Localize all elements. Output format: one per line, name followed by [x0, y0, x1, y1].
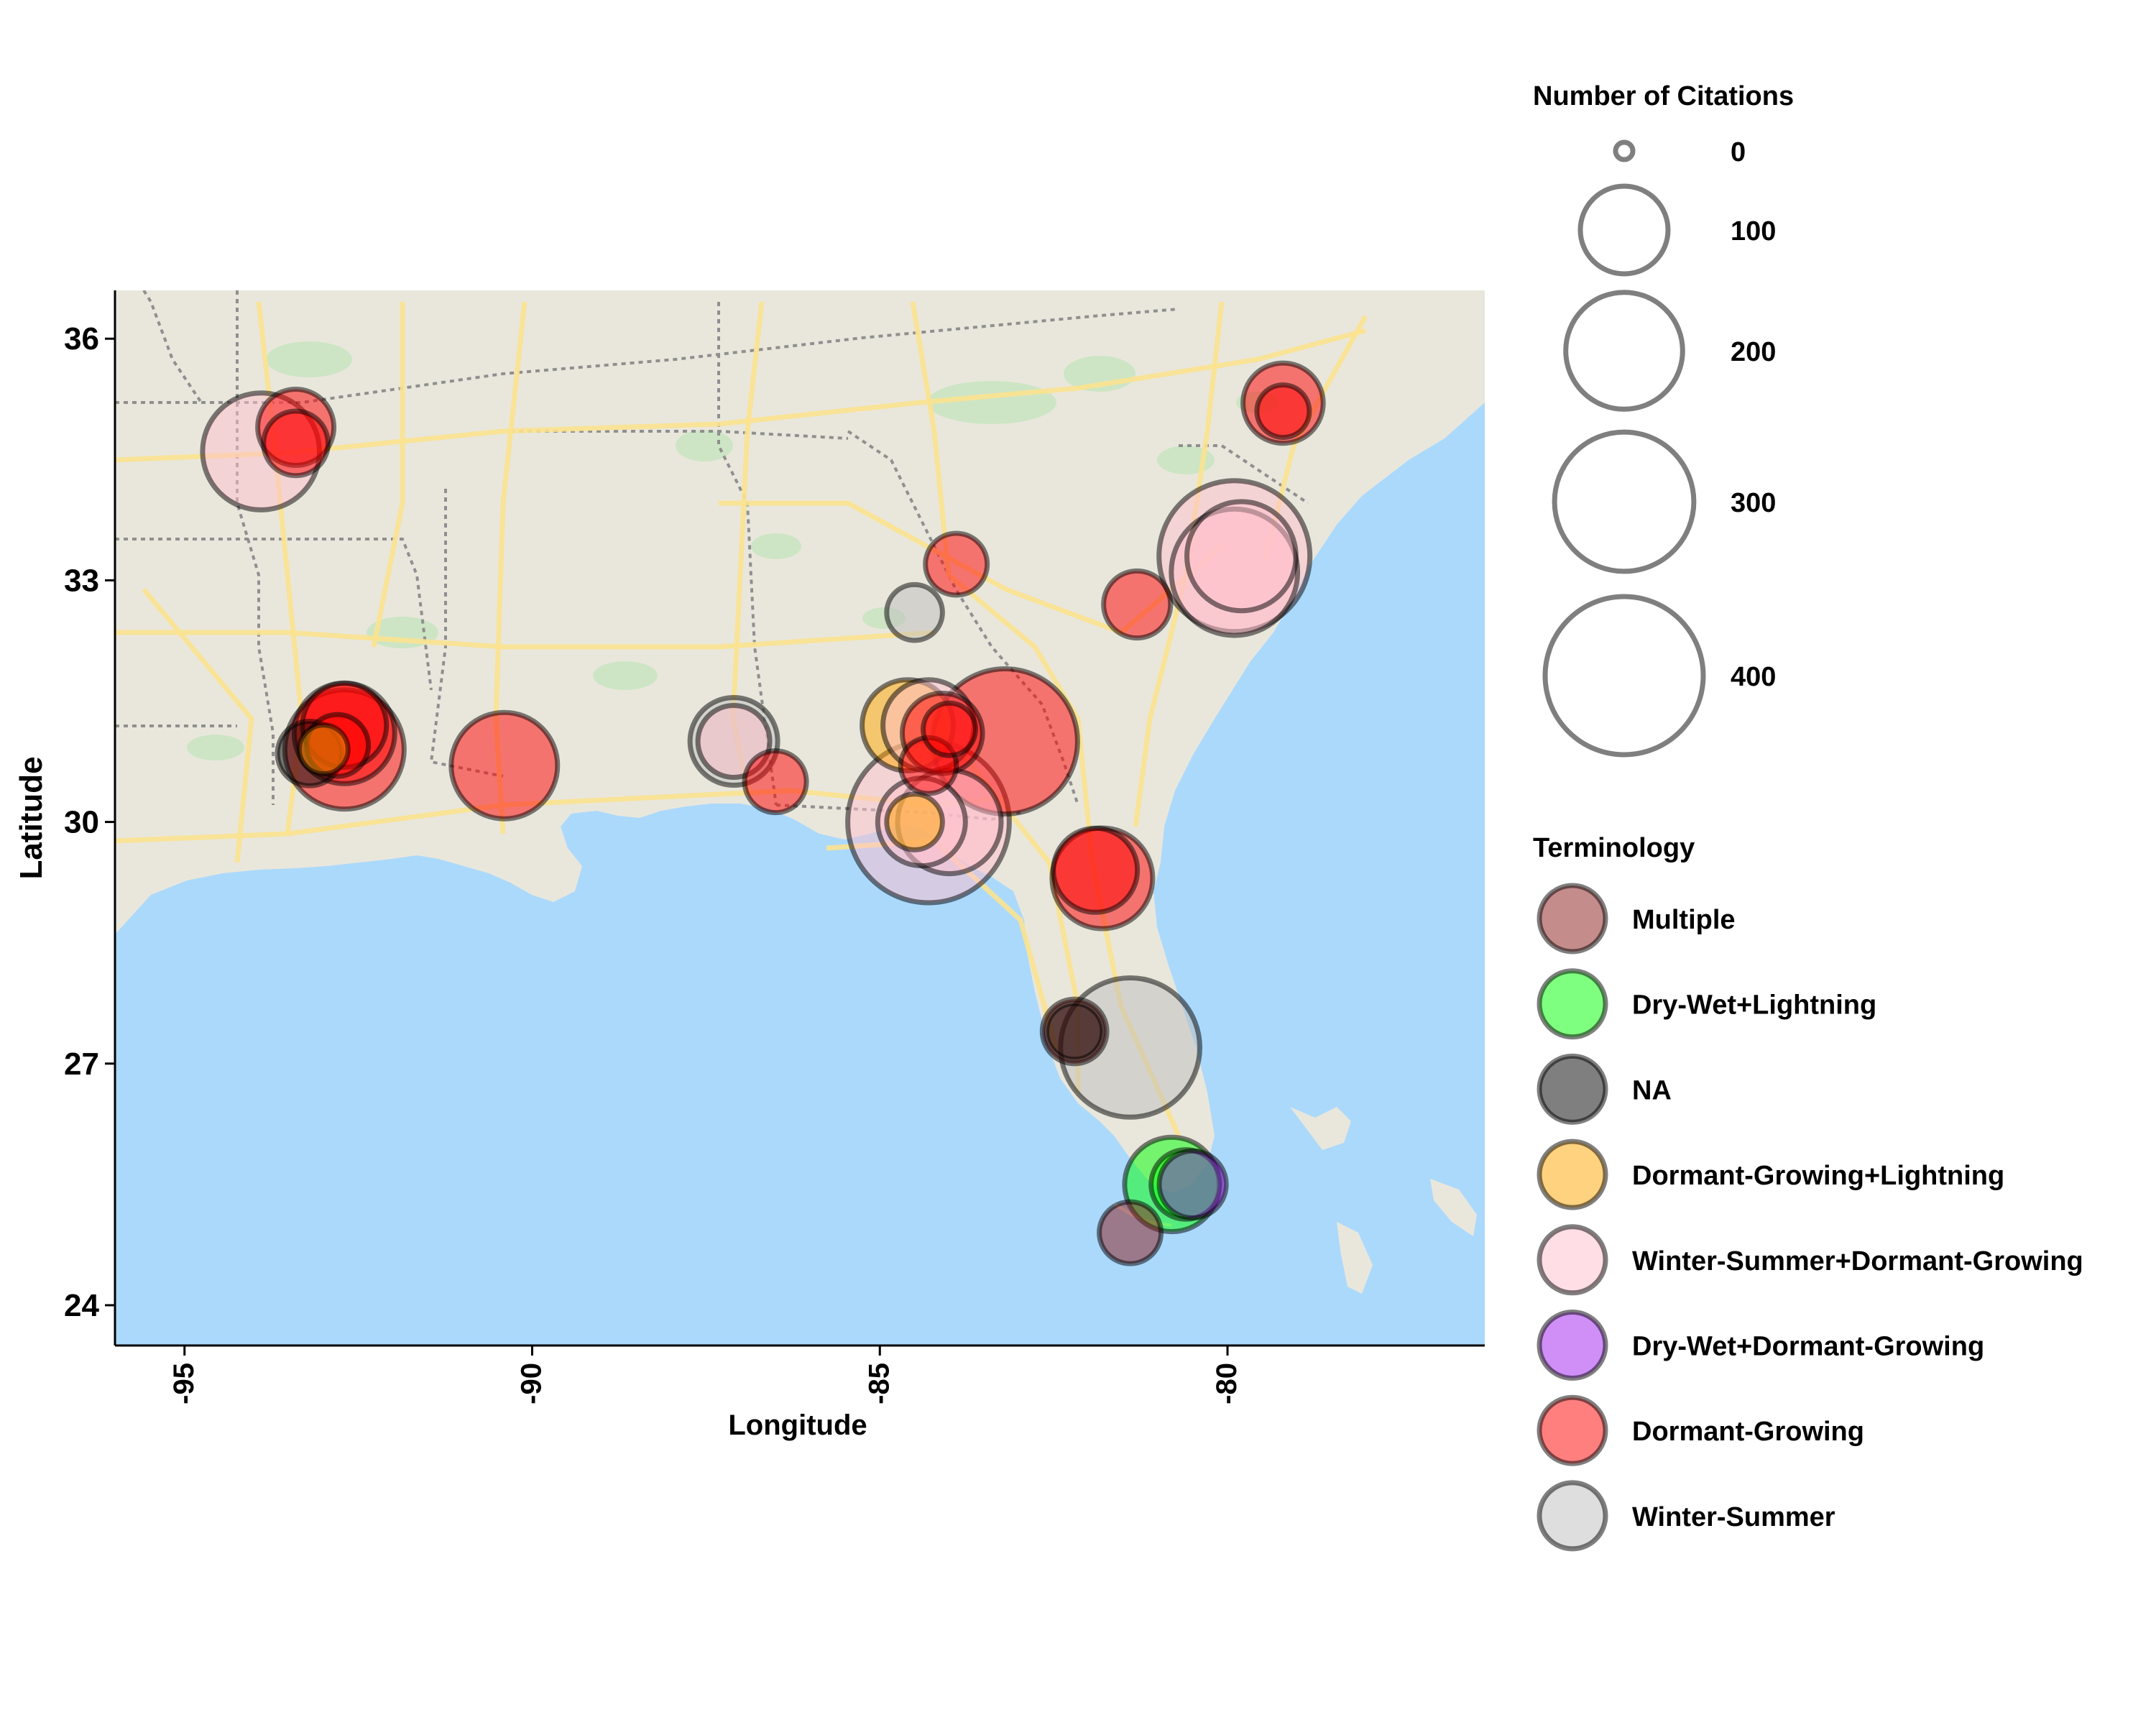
size-legend-label: 400	[1731, 662, 1776, 692]
state-border	[115, 538, 433, 691]
map-panel[interactable]	[115, 290, 1485, 1346]
citation-bubble[interactable]	[1097, 1199, 1164, 1266]
legend: Number of Citations 0 100 200 300 400 Termin…	[1533, 81, 2083, 1552]
color-legend-label: Dormant-Growing	[1632, 1417, 1864, 1447]
bahamas-island	[1337, 1222, 1373, 1294]
color-legend-swatch	[1537, 968, 1608, 1040]
citation-bubble[interactable]	[921, 700, 978, 758]
size-legend-label: 0	[1731, 137, 1746, 167]
highway	[115, 630, 935, 650]
citation-bubble[interactable]	[1184, 499, 1299, 614]
citation-bubble[interactable]	[296, 722, 351, 777]
x-tick-label: -90	[516, 1363, 548, 1404]
color-legend-label: NA	[1632, 1075, 1672, 1105]
y-tick-label: 24	[64, 1288, 99, 1323]
citation-bubble[interactable]	[884, 791, 945, 852]
state-border	[1179, 444, 1309, 505]
size-legend-label: 100	[1731, 216, 1776, 247]
citation-bubbles[interactable]	[200, 360, 1326, 1266]
color-legend-label: Dry-Wet+Dormant-Growing	[1632, 1332, 1984, 1362]
color-legend-swatch	[1537, 1310, 1608, 1381]
forest-patch	[187, 735, 244, 760]
y-tick-label: 33	[64, 563, 99, 598]
forest-patch	[676, 430, 733, 461]
color-legend-label: Dormant-Growing+Lightning	[1632, 1161, 2004, 1191]
citation-bubble[interactable]	[742, 748, 809, 816]
land-mass	[115, 290, 1485, 1193]
color-legend-swatch	[1537, 1224, 1608, 1296]
y-tick-label: 30	[64, 805, 99, 840]
color-legend-swatch	[1537, 1480, 1608, 1552]
x-tick-label: -95	[168, 1363, 200, 1404]
axes: -95 -90 -85 -80 24 27 30 33 36 Longitude Latitu…	[14, 290, 1485, 1441]
size-legend-circle	[1542, 594, 1706, 758]
citation-bubble[interactable]	[884, 581, 945, 643]
highway	[142, 587, 254, 863]
size-legend: 0 100 200 300 400	[1542, 137, 1776, 758]
x-tick-label: -80	[1211, 1363, 1243, 1404]
color-legend-swatch	[1537, 1394, 1608, 1466]
color-legend: Multiple Dry-Wet+Lightning NA Dormant-Growi…	[1537, 883, 2083, 1552]
y-axis-label: Latitude	[14, 756, 49, 879]
x-tick-label: -85	[863, 1363, 895, 1404]
state-border	[236, 290, 275, 805]
color-legend-label: Winter-Summer+Dormant-Growing	[1632, 1246, 2083, 1276]
forest-patch	[751, 533, 801, 559]
citation-bubble[interactable]	[448, 709, 561, 822]
color-legend-title: Terminology	[1533, 833, 1695, 863]
size-legend-circle	[1552, 429, 1697, 574]
size-legend-title: Number of Citations	[1533, 81, 1794, 111]
citation-bubble[interactable]	[1044, 1000, 1105, 1062]
y-tick-label: 27	[64, 1046, 99, 1082]
x-axis-label: Longitude	[728, 1409, 867, 1441]
bahamas-island	[1430, 1179, 1477, 1236]
citation-bubble[interactable]	[1051, 825, 1141, 915]
citation-bubble[interactable]	[1101, 568, 1174, 641]
color-legend-label: Winter-Summer	[1632, 1502, 1835, 1532]
x-ticks: -95 -90 -85 -80	[168, 1346, 1243, 1404]
y-tick-label: 36	[64, 321, 99, 356]
y-ticks: 24 27 30 33 36	[64, 321, 115, 1323]
size-legend-circle	[1577, 183, 1671, 277]
highway	[371, 302, 405, 648]
state-border	[142, 290, 203, 404]
color-legend-swatch	[1537, 1053, 1608, 1125]
bahamas-island	[1290, 1107, 1351, 1150]
color-legend-swatch	[1537, 883, 1608, 954]
citation-bubble[interactable]	[1254, 382, 1312, 441]
size-legend-circle	[1613, 139, 1636, 162]
color-legend-swatch	[1537, 1138, 1608, 1210]
size-legend-label: 200	[1731, 337, 1776, 367]
citation-bubble[interactable]	[923, 530, 990, 598]
color-legend-label: Multiple	[1632, 905, 1736, 935]
color-legend-label: Dry-Wet+Lightning	[1632, 990, 1876, 1021]
size-legend-label: 300	[1731, 488, 1776, 518]
forest-patch	[266, 341, 352, 377]
citation-bubble[interactable]	[261, 408, 331, 479]
citation-bubble[interactable]	[1156, 1148, 1229, 1221]
forest-patch	[593, 661, 658, 690]
size-legend-circle	[1563, 290, 1685, 412]
